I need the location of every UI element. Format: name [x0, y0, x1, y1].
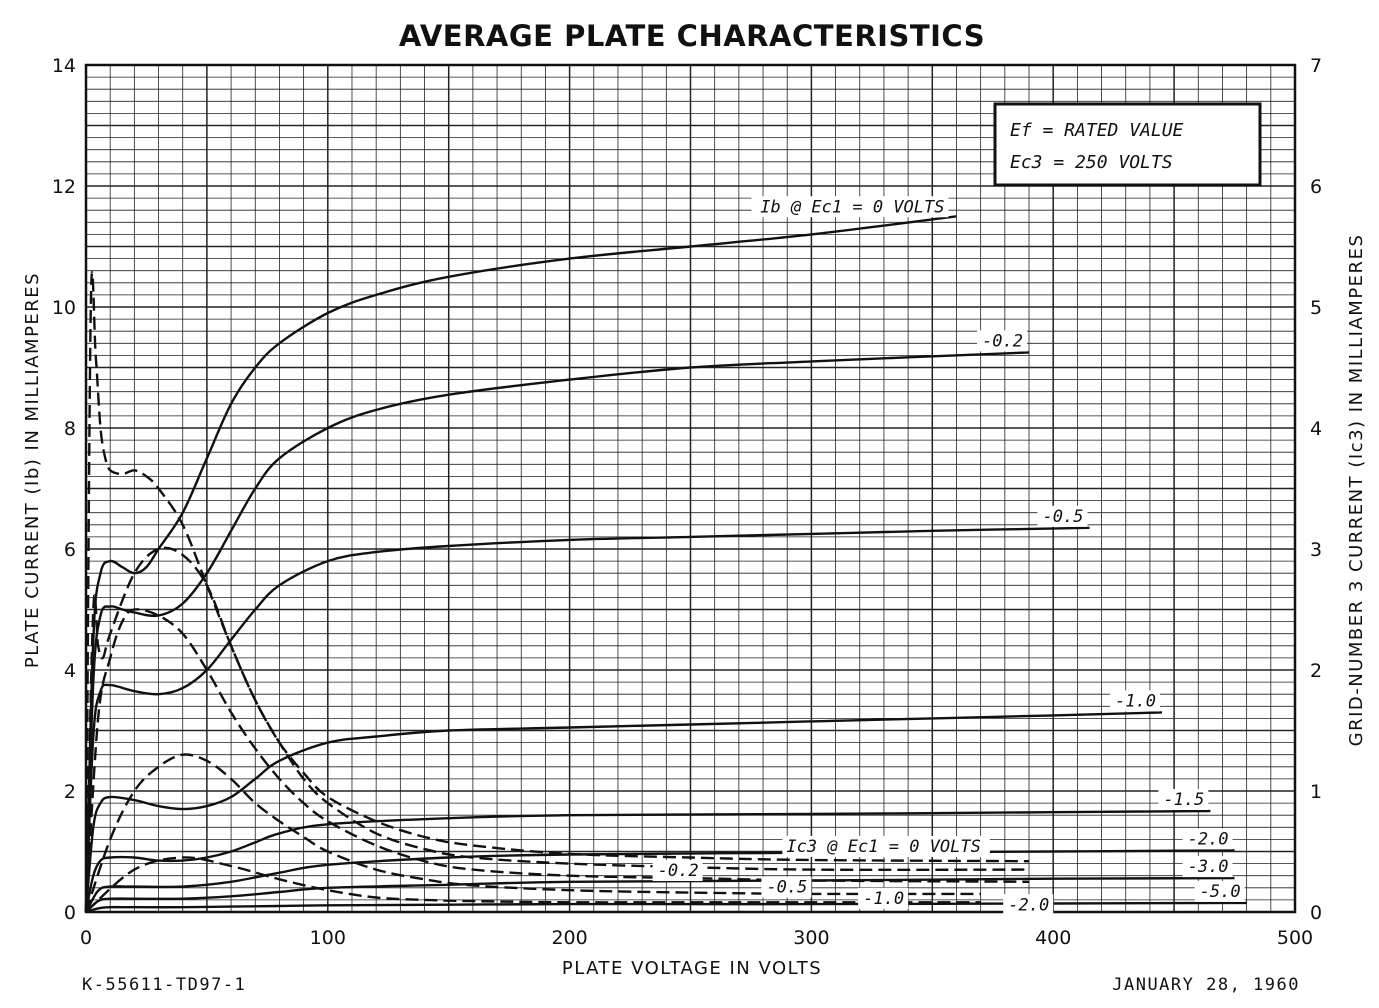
y-tick-label-right: 3 [1310, 539, 1322, 561]
curve-label: -5.0 [1200, 882, 1241, 902]
curve-label: -2.0 [1188, 829, 1229, 849]
curve-label-bg [751, 196, 949, 218]
curve-label-bg [761, 876, 812, 898]
curve-label-bg [782, 835, 990, 857]
y-tick-label-left: 2 [64, 781, 76, 803]
y-tick-label-left: 6 [64, 539, 76, 561]
plate-curve [85, 901, 1247, 914]
y-tick-label-right: 6 [1310, 176, 1322, 198]
curve-label-bg [1110, 690, 1161, 712]
curve-label-bg [1003, 894, 1054, 916]
plate-curve [85, 876, 1235, 913]
plate-curve [84, 215, 957, 913]
plate-curve [84, 809, 1211, 913]
curve-label: -3.0 [1188, 857, 1229, 877]
y-tick-label-left: 14 [52, 55, 76, 77]
x-tick-label: 500 [1277, 927, 1313, 949]
y-axis-label-left: PLATE CURRENT (Ib) IN MILLIAMPERES [22, 272, 43, 668]
curve-label-bg [1182, 828, 1233, 850]
y-tick-label-right: 7 [1310, 55, 1322, 77]
y-tick-label-left: 0 [64, 902, 76, 924]
curve-label-bg [1194, 880, 1245, 902]
y-tick-label-right: 5 [1310, 297, 1322, 319]
y-tick-label-left: 8 [64, 418, 76, 440]
x-axis-label: PLATE VOLTAGE IN VOLTS [562, 958, 822, 979]
grid [86, 65, 1295, 912]
y-tick-label-right: 2 [1310, 660, 1322, 682]
x-tick-label: 100 [310, 927, 346, 949]
y-axis-label-right: GRID-NUMBER 3 CURRENT (Ic3) IN MILLIAMPE… [1346, 234, 1367, 747]
curve-label: -0.5 [766, 878, 807, 898]
grid3-curve [84, 271, 1030, 913]
plate-curve [84, 351, 1030, 913]
curve-label: -1.0 [1115, 691, 1156, 711]
y-tick-label-right: 4 [1310, 418, 1322, 440]
y-tick-label-left: 4 [64, 660, 76, 682]
grid3-curve [84, 753, 981, 913]
conditions-box: Ef = RATED VALUE Ec3 = 250 VOLTS [993, 102, 1262, 187]
curve-label: -1.5 [1163, 790, 1204, 810]
curves: Ib @ Ec1 = 0 VOLTS -0.2 -0.5 -1.0 -1.5 -2.0 -3… [84, 196, 1247, 916]
y-tick-label-left: 10 [52, 297, 76, 319]
x-tick-label: 300 [793, 927, 829, 949]
grid3-curve [85, 856, 981, 913]
plot-frame [84, 63, 1297, 914]
curve-label: -1.0 [863, 889, 904, 909]
chart-title: AVERAGE PLATE CHARACTERISTICS [399, 19, 985, 53]
curve-label: Ib @ Ec1 = 0 VOLTS [760, 197, 944, 217]
drawing-code: K-55611-TD97-1 [82, 975, 246, 995]
x-tick-label: 400 [1035, 927, 1071, 949]
drawing-date: JANUARY 28, 1960 [1112, 975, 1300, 995]
plate-curve [84, 711, 1163, 913]
curve-label: -0.5 [1043, 507, 1084, 527]
x-tick-label: 200 [551, 927, 587, 949]
y-tick-label-right: 1 [1310, 781, 1322, 803]
curve-label: -0.2 [982, 331, 1023, 351]
curve-label-bg [1182, 856, 1233, 878]
curve-label-bg [977, 330, 1028, 352]
grid3-curve [84, 608, 1030, 913]
curve-label: -2.0 [1008, 895, 1049, 915]
curve-label: Ic3 @ Ec1 = 0 VOLTS [786, 837, 980, 857]
y-tick-label-right: 0 [1310, 902, 1322, 924]
condition-ef: Ef = RATED VALUE [1010, 120, 1184, 141]
curve-label-bg [1037, 505, 1088, 527]
plate-curve [84, 526, 1090, 913]
curve-label-bg [652, 860, 703, 882]
x-tick-label: 0 [80, 927, 92, 949]
grid3-curve [84, 546, 1030, 913]
curve-label-bg [1158, 788, 1209, 810]
y-tick-label-left: 12 [52, 176, 76, 198]
curve-label: -0.2 [658, 861, 699, 881]
curve-label-bg [858, 887, 909, 909]
condition-ec3: Ec3 = 250 VOLTS [1010, 152, 1173, 173]
